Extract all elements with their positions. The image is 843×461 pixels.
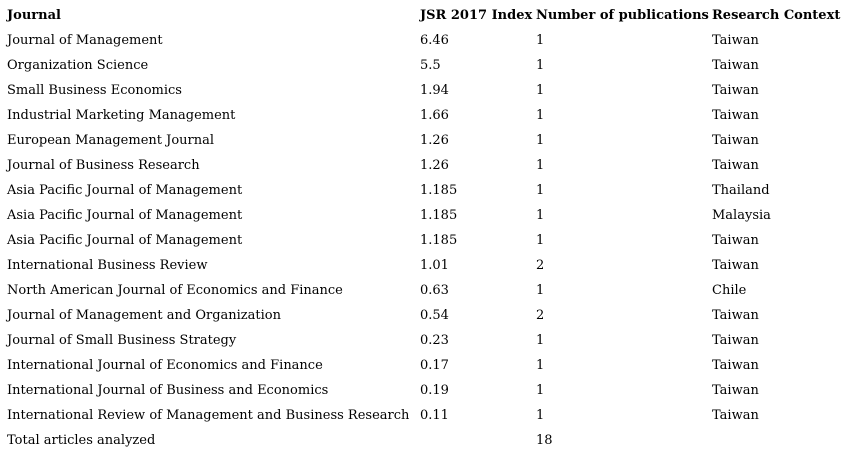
context-cell: Taiwan xyxy=(712,383,759,398)
journal-cell: Journal of Management xyxy=(7,33,163,48)
jsr-index-cell: 1.94 xyxy=(420,83,449,98)
column-header-research-context: Research Context xyxy=(712,8,841,23)
publications-cell: 1 xyxy=(536,158,545,173)
context-cell: Taiwan xyxy=(712,108,759,123)
journal-cell: Asia Pacific Journal of Management xyxy=(7,208,243,223)
publications-cell: 1 xyxy=(536,283,545,298)
publications-cell: 2 xyxy=(536,308,545,323)
context-cell: Taiwan xyxy=(712,158,759,173)
journal-cell: North American Journal of Economics and … xyxy=(7,283,343,298)
table-row: Asia Pacific Journal of Management 1.185… xyxy=(0,228,843,253)
jsr-index-cell: 5.5 xyxy=(420,58,441,73)
jsr-index-cell: 1.26 xyxy=(420,133,449,148)
table-row: Industrial Marketing Management 1.66 1 T… xyxy=(0,103,843,128)
table-row: Organization Science 5.5 1 Taiwan xyxy=(0,53,843,78)
publications-cell: 1 xyxy=(536,233,545,248)
column-header-publications: Number of publications xyxy=(536,8,709,23)
context-cell: Malaysia xyxy=(712,208,771,223)
jsr-index-cell: 1.185 xyxy=(420,233,458,248)
context-cell: Taiwan xyxy=(712,33,759,48)
context-cell: Chile xyxy=(712,283,747,298)
publications-cell: 1 xyxy=(536,333,545,348)
total-label-cell: Total articles analyzed xyxy=(7,433,156,448)
journal-cell: International Review of Management and B… xyxy=(7,408,410,423)
publications-cell: 1 xyxy=(536,208,545,223)
jsr-index-cell: 0.63 xyxy=(420,283,449,298)
context-cell: Taiwan xyxy=(712,233,759,248)
table-row: Journal of Management and Organization 0… xyxy=(0,303,843,328)
table-row: Journal of Management 6.46 1 Taiwan xyxy=(0,28,843,53)
journal-publications-table: Journal JSR 2017 Index Number of publica… xyxy=(0,3,843,453)
table-row: International Journal of Economics and F… xyxy=(0,353,843,378)
table-row: Small Business Economics 1.94 1 Taiwan xyxy=(0,78,843,103)
journal-cell: Organization Science xyxy=(7,58,149,73)
jsr-index-cell xyxy=(420,428,536,453)
table-row: European Management Journal 1.26 1 Taiwa… xyxy=(0,128,843,153)
journal-cell: Small Business Economics xyxy=(7,83,182,98)
publications-cell: 1 xyxy=(536,33,545,48)
jsr-index-cell: 6.46 xyxy=(420,33,449,48)
table-row: Asia Pacific Journal of Management 1.185… xyxy=(0,203,843,228)
context-cell: Taiwan xyxy=(712,83,759,98)
context-cell: Taiwan xyxy=(712,408,759,423)
jsr-index-cell: 1.01 xyxy=(420,258,449,273)
jsr-index-cell: 1.185 xyxy=(420,183,458,198)
publications-cell: 1 xyxy=(536,183,545,198)
jsr-index-cell: 0.54 xyxy=(420,308,449,323)
publications-cell: 1 xyxy=(536,83,545,98)
publications-cell: 1 xyxy=(536,383,545,398)
journal-cell: International Journal of Economics and F… xyxy=(7,358,323,373)
journal-cell: Industrial Marketing Management xyxy=(7,108,236,123)
table-row: Journal of Small Business Strategy 0.23 … xyxy=(0,328,843,353)
publications-cell: 1 xyxy=(536,358,545,373)
context-cell: Taiwan xyxy=(712,308,759,323)
table-row: International Business Review 1.01 2 Tai… xyxy=(0,253,843,278)
context-cell: Taiwan xyxy=(712,58,759,73)
journal-cell: International Business Review xyxy=(7,258,208,273)
context-cell: Taiwan xyxy=(712,133,759,148)
table-row: International Review of Management and B… xyxy=(0,403,843,428)
jsr-index-cell: 0.17 xyxy=(420,358,449,373)
header-row: Journal JSR 2017 Index Number of publica… xyxy=(0,3,843,28)
journal-cell: Journal of Management and Organization xyxy=(7,308,281,323)
context-cell: Taiwan xyxy=(712,333,759,348)
journal-cell: Asia Pacific Journal of Management xyxy=(7,233,243,248)
jsr-index-cell: 1.66 xyxy=(420,108,449,123)
total-count-cell: 18 xyxy=(536,433,553,448)
journal-cell: Journal of Small Business Strategy xyxy=(7,333,237,348)
table-row: International Journal of Business and Ec… xyxy=(0,378,843,403)
context-cell: Taiwan xyxy=(712,258,759,273)
jsr-index-cell: 0.11 xyxy=(420,408,449,423)
context-cell: Taiwan xyxy=(712,358,759,373)
publications-cell: 2 xyxy=(536,258,545,273)
jsr-index-cell: 1.26 xyxy=(420,158,449,173)
journal-cell: Asia Pacific Journal of Management xyxy=(7,183,243,198)
table-row: North American Journal of Economics and … xyxy=(0,278,843,303)
journal-cell: International Journal of Business and Ec… xyxy=(7,383,329,398)
column-header-journal: Journal xyxy=(7,8,61,23)
publications-cell: 1 xyxy=(536,58,545,73)
publications-cell: 1 xyxy=(536,133,545,148)
context-cell: Thailand xyxy=(712,183,770,198)
jsr-index-cell: 0.19 xyxy=(420,383,449,398)
total-row: Total articles analyzed 18 xyxy=(0,428,843,453)
publications-cell: 1 xyxy=(536,108,545,123)
publications-cell: 1 xyxy=(536,408,545,423)
table-row: Journal of Business Research 1.26 1 Taiw… xyxy=(0,153,843,178)
context-cell xyxy=(712,428,843,453)
journal-cell: European Management Journal xyxy=(7,133,215,148)
column-header-jsr-index: JSR 2017 Index xyxy=(420,8,533,23)
journal-cell: Journal of Business Research xyxy=(7,158,200,173)
table-row: Asia Pacific Journal of Management 1.185… xyxy=(0,178,843,203)
jsr-index-cell: 0.23 xyxy=(420,333,449,348)
jsr-index-cell: 1.185 xyxy=(420,208,458,223)
